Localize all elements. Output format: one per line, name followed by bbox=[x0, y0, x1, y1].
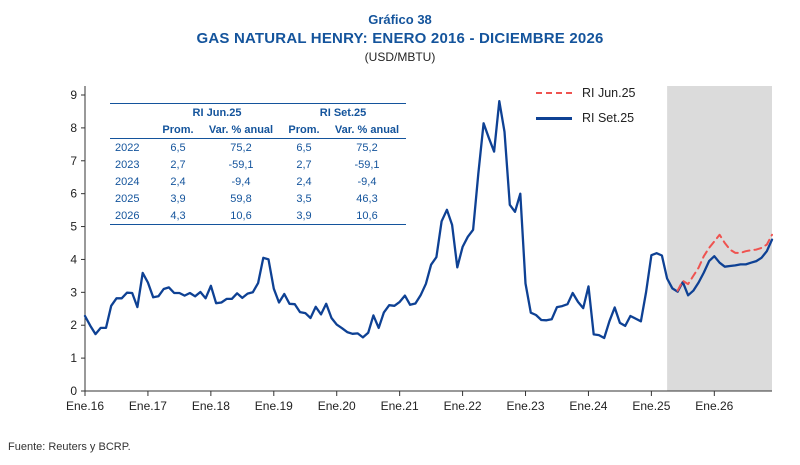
chart-header: Gráfico 38 GAS NATURAL HENRY: ENERO 2016… bbox=[0, 12, 800, 64]
value-cell: 10,6 bbox=[328, 207, 406, 225]
year-cell: 2024 bbox=[115, 175, 140, 188]
legend-label: RI Set.25 bbox=[582, 111, 635, 125]
chart-number: Gráfico 38 bbox=[368, 12, 432, 27]
col-group-ri-jun25: RI Jun.25 bbox=[154, 103, 280, 121]
forecast-band bbox=[667, 86, 772, 391]
value-cell: 2,7 bbox=[296, 158, 312, 171]
empty-header-cell bbox=[110, 103, 154, 121]
value-cell: 46,3 bbox=[356, 192, 378, 205]
value-cell: 59,8 bbox=[230, 192, 252, 205]
year-cell: 2025 bbox=[115, 192, 140, 205]
legend-label: RI Jun.25 bbox=[582, 86, 636, 100]
x-tick-label: Ene.26 bbox=[695, 399, 733, 413]
table-row: 2022 6,5 75,2 6,5 75,2 bbox=[110, 139, 406, 157]
y-tick-label: 8 bbox=[70, 121, 77, 135]
year-cell: 2022 bbox=[115, 141, 140, 154]
x-tick-label: Ene.23 bbox=[506, 399, 544, 413]
series-ri-jun-25 bbox=[676, 233, 773, 292]
table-group-header-row: RI Jun.25 RI Set.25 bbox=[110, 103, 406, 121]
price-chart: 0 1 2 3 4 5 6 7 8 9 Ene.16 Ene.17 Ene.18 Ene.19 Ene.20… bbox=[66, 86, 774, 413]
chart-units: (USD/MBTU) bbox=[364, 50, 436, 64]
table-row: 2025 3,9 59,8 3,5 46,3 bbox=[110, 190, 406, 207]
y-tick-label: 0 bbox=[70, 384, 77, 398]
value-cell: 6,5 bbox=[170, 141, 186, 154]
chart-title: GAS NATURAL HENRY: ENERO 2016 - DICIEMBR… bbox=[196, 30, 604, 47]
value-cell: 10,6 bbox=[202, 207, 280, 225]
value-cell: 2,7 bbox=[170, 158, 186, 171]
x-tick-label: Ene.25 bbox=[632, 399, 670, 413]
y-tick-label: 4 bbox=[70, 252, 77, 266]
year-cell: 2026 bbox=[110, 207, 154, 225]
col-header-var-set: Var. % anual bbox=[328, 121, 406, 139]
table-row: 2023 2,7 -59,1 2,7 -59,1 bbox=[110, 156, 406, 173]
legend: RI Jun.25 RI Set.25 bbox=[536, 84, 636, 134]
x-tick-label: Ene.24 bbox=[569, 399, 607, 413]
summary-table: RI Jun.25 RI Set.25 Prom. Var. % anual P… bbox=[110, 103, 406, 225]
y-tick-label: 1 bbox=[70, 351, 77, 365]
legend-item: RI Set.25 bbox=[536, 109, 636, 127]
year-cell: 2023 bbox=[115, 158, 140, 171]
y-tick-label: 3 bbox=[70, 285, 77, 299]
table-sub-header-row: Prom. Var. % anual Prom. Var. % anual bbox=[110, 121, 406, 139]
summary-table-box: RI Jun.25 RI Set.25 Prom. Var. % anual P… bbox=[110, 103, 406, 225]
table-row: 2024 2,4 -9,4 2,4 -9,4 bbox=[110, 173, 406, 190]
y-tick-label: 2 bbox=[70, 318, 77, 332]
y-tick-label: 9 bbox=[70, 88, 77, 102]
x-tick-label: Ene.19 bbox=[255, 399, 293, 413]
value-cell: 3,9 bbox=[280, 207, 328, 225]
y-tick-label: 5 bbox=[70, 220, 77, 234]
dashed-line-swatch bbox=[536, 92, 572, 94]
col-header-var-jun: Var. % anual bbox=[202, 121, 280, 139]
x-tick-label: Ene.18 bbox=[192, 399, 230, 413]
col-header-prom-set: Prom. bbox=[280, 121, 328, 139]
value-cell: 6,5 bbox=[296, 141, 312, 154]
x-tick-label: Ene.16 bbox=[66, 399, 104, 413]
x-tick-label: Ene.21 bbox=[381, 399, 419, 413]
x-tick-label: Ene.17 bbox=[129, 399, 167, 413]
value-cell: 4,3 bbox=[154, 207, 202, 225]
value-cell: 3,5 bbox=[296, 192, 312, 205]
empty-header-cell bbox=[110, 121, 154, 139]
value-cell: -9,4 bbox=[357, 175, 377, 188]
y-tick-label: 6 bbox=[70, 187, 77, 201]
value-cell: 3,9 bbox=[170, 192, 186, 205]
solid-line-swatch bbox=[536, 116, 572, 120]
y-tick-label: 7 bbox=[70, 154, 77, 168]
value-cell: 75,2 bbox=[356, 141, 378, 154]
value-cell: 75,2 bbox=[230, 141, 252, 154]
x-tick-label: Ene.20 bbox=[318, 399, 356, 413]
col-header-prom-jun: Prom. bbox=[154, 121, 202, 139]
value-cell: -9,4 bbox=[231, 175, 251, 188]
summary-table-body: 2022 6,5 75,2 6,5 75,2 2023 2,7 -59,1 2,7 -59,1 20… bbox=[110, 139, 406, 225]
table-row: 2026 4,3 10,6 3,9 10,6 bbox=[110, 207, 406, 225]
value-cell: 2,4 bbox=[170, 175, 186, 188]
series-ri-set-25 bbox=[83, 100, 774, 340]
col-group-ri-set25: RI Set.25 bbox=[280, 103, 406, 121]
source-note: Fuente: Reuters y BCRP. bbox=[8, 441, 131, 453]
x-tick-label: Ene.22 bbox=[444, 399, 482, 413]
legend-item: RI Jun.25 bbox=[536, 84, 636, 102]
value-cell: 2,4 bbox=[296, 175, 312, 188]
value-cell: -59,1 bbox=[354, 158, 380, 171]
value-cell: -59,1 bbox=[228, 158, 254, 171]
